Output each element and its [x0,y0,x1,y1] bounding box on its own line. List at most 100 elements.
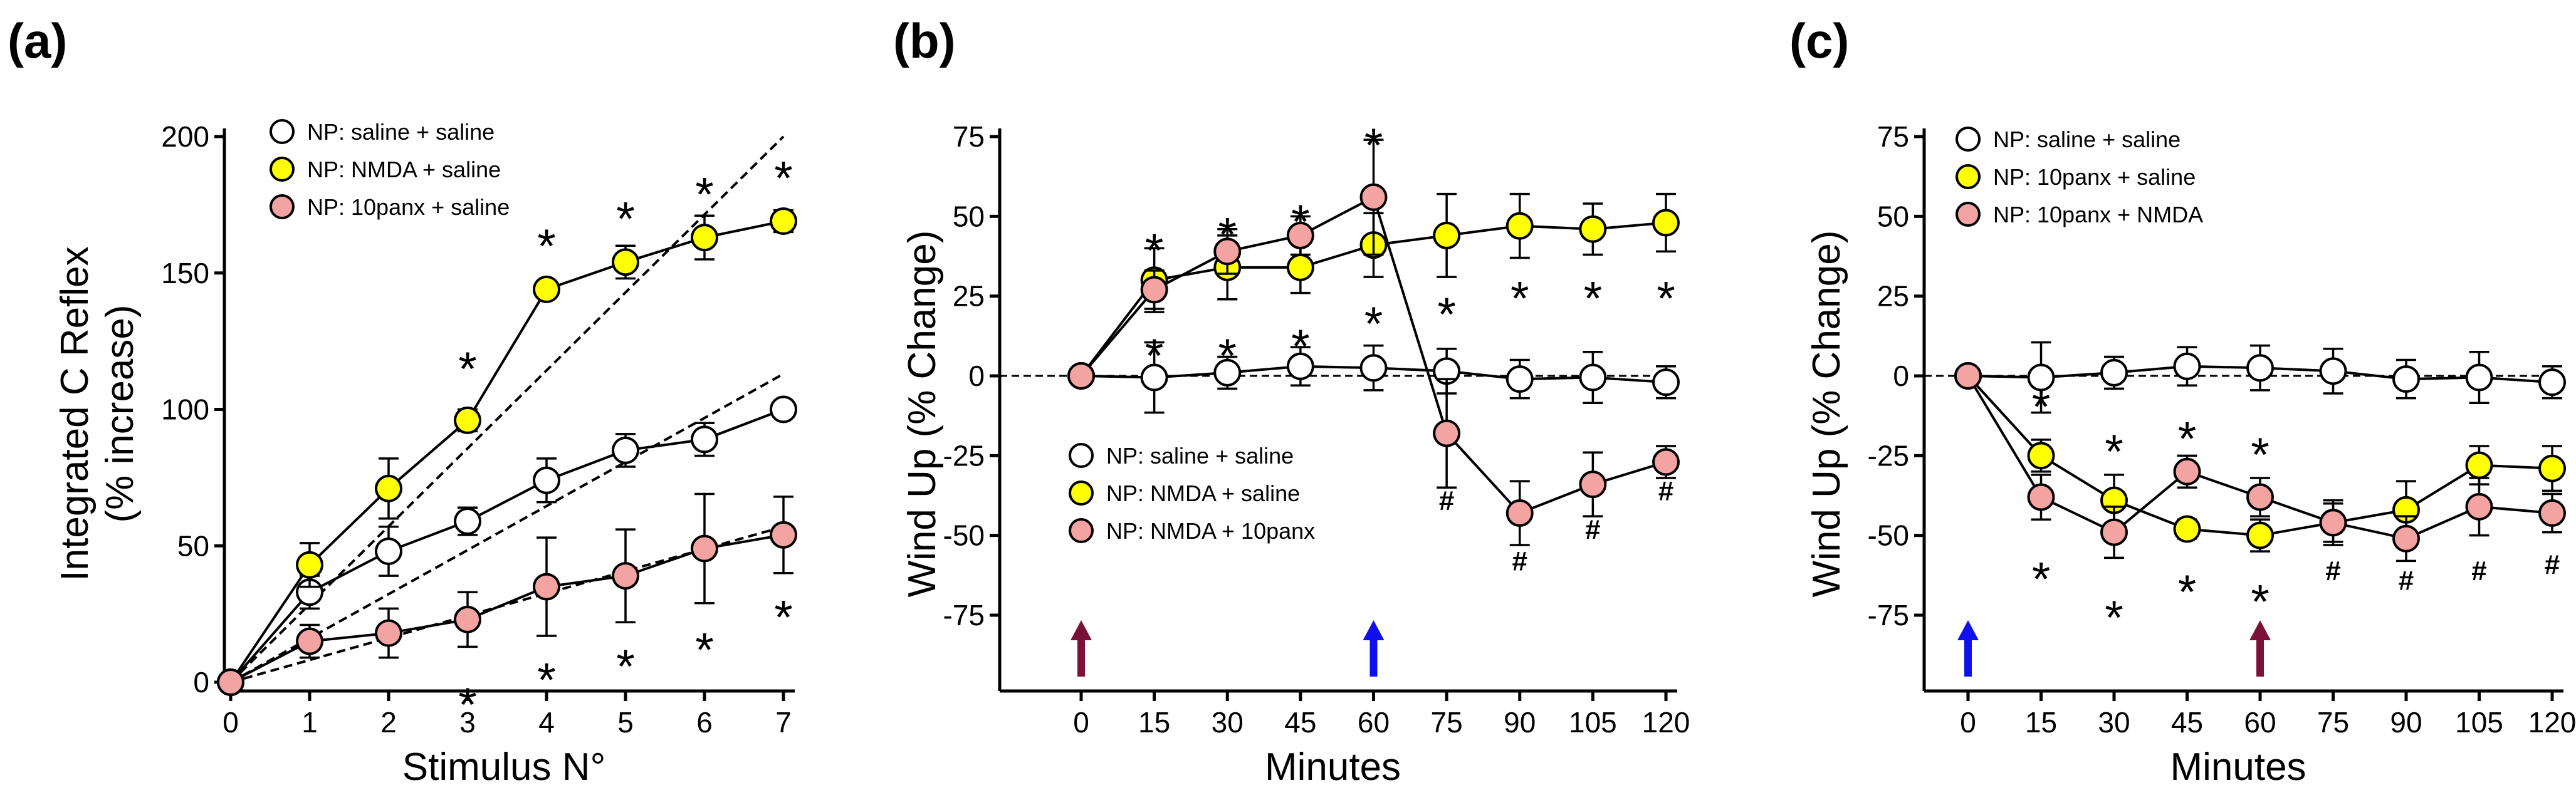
x-tick-label: 5 [617,706,634,739]
data-point [1213,237,1242,266]
series-3 [1954,362,2566,563]
data-point [770,395,797,423]
data-point [1359,354,1388,382]
legend-marker [270,119,295,144]
significance-star: * [695,624,714,677]
significance-star: * [2105,591,2123,645]
legend-label: NP: 10panx + saline [307,194,510,220]
y-tick-label: 0 [1893,360,1909,392]
x-tick-label: 60 [2244,706,2276,739]
data-point [1213,358,1242,387]
significance-star: * [537,654,556,707]
data-point [375,537,402,565]
significance-hash: # [1439,486,1454,516]
x-tick-label: 15 [1138,706,1170,739]
y-tick-label: -50 [943,519,985,552]
legend-marker [1069,518,1094,543]
data-point [1140,276,1168,304]
x-tick-label: 0 [1960,706,1976,739]
data-point [1286,352,1314,380]
data-point [2465,451,2493,479]
x-tick-label: 45 [1284,706,1316,739]
x-axis-label: Minutes [2170,745,2306,789]
x-tick-label: 105 [1569,706,1617,739]
legend-label: NP: NMDA + saline [307,157,501,182]
data-point [2319,357,2347,385]
significance-star: * [2032,553,2051,606]
significance-hash: # [2545,549,2560,580]
data-point [454,406,481,434]
data-point [770,521,797,549]
event-arrow-head [1957,620,1979,640]
data-point [217,668,244,696]
significance-hash: # [1512,546,1527,577]
legend-marker [1069,443,1094,468]
y-tick-label: 50 [1877,200,1909,232]
significance-star: * [2178,566,2197,619]
legend: NP: saline + saline NP: NMDA + saline NP: … [1069,443,1315,544]
x-tick-label: 75 [1431,706,1463,739]
significance-star: * [1657,272,1675,325]
legend: NP: saline + saline NP: NMDA + saline NP: … [270,119,510,220]
data-point [1505,365,1534,393]
data-point [2392,365,2420,393]
data-point [612,562,639,590]
y-axis-label: Wind Up (% Change) [901,231,944,598]
x-tick-label: 1 [301,706,318,739]
data-point [1505,212,1534,240]
x-tick-label: 2 [380,706,397,739]
x-tick-label: 30 [1212,706,1243,739]
significance-star: * [1364,119,1383,172]
data-point [2538,499,2566,527]
data-point [296,551,323,579]
x-axis-label: Stimulus N° [402,745,606,789]
data-point [1286,253,1314,281]
event-arrow-head [1363,620,1385,640]
data-point [1067,362,1095,390]
y-tick-label: 75 [1877,120,1909,153]
significance-star: * [2251,575,2270,628]
data-point [2027,483,2055,511]
data-point [1286,221,1314,249]
significance-star: * [1584,272,1603,325]
series-3 [217,492,797,696]
x-tick-label: 3 [459,706,476,739]
data-point [1433,419,1461,447]
significance-hash: # [2471,556,2486,586]
x-tick-label: 105 [2455,706,2503,739]
data-point [533,466,560,494]
data-point [691,425,718,454]
y-axis-label: Integrated C Reflex [53,246,97,581]
data-point [2100,358,2128,387]
significance-star: * [616,193,635,246]
y-tick-label: -25 [943,439,985,472]
data-point [296,627,323,655]
x-tick-label: 4 [538,706,555,739]
x-tick-label: 30 [2098,706,2130,739]
significance-star: * [1218,209,1237,262]
data-point [2027,442,2055,470]
significance-star: * [1364,298,1383,351]
y-axis-label: Wind Up (% Change) [1805,231,1848,598]
significance-star: * [458,343,477,396]
significance-star: * [616,640,635,694]
x-tick-label: 90 [1504,706,1536,739]
y-tick-label: 75 [953,120,985,153]
legend-label: NP: 10panx + NMDA [1993,202,2203,227]
x-tick-label: 90 [2390,706,2422,739]
panel-label: (c) [1789,13,1849,68]
data-point [1140,363,1168,392]
data-point [2319,509,2347,537]
data-point [770,207,797,236]
data-point [2465,492,2493,521]
significance-star: * [1218,330,1237,383]
legend-label: NP: NMDA + saline [1106,481,1300,506]
significance-star: * [458,678,477,732]
data-point [2465,363,2493,392]
y-tick-label: 100 [161,393,209,426]
x-tick-label: 75 [2317,706,2349,739]
data-point [2173,515,2201,543]
data-point [2246,354,2274,382]
data-point [2173,457,2201,486]
